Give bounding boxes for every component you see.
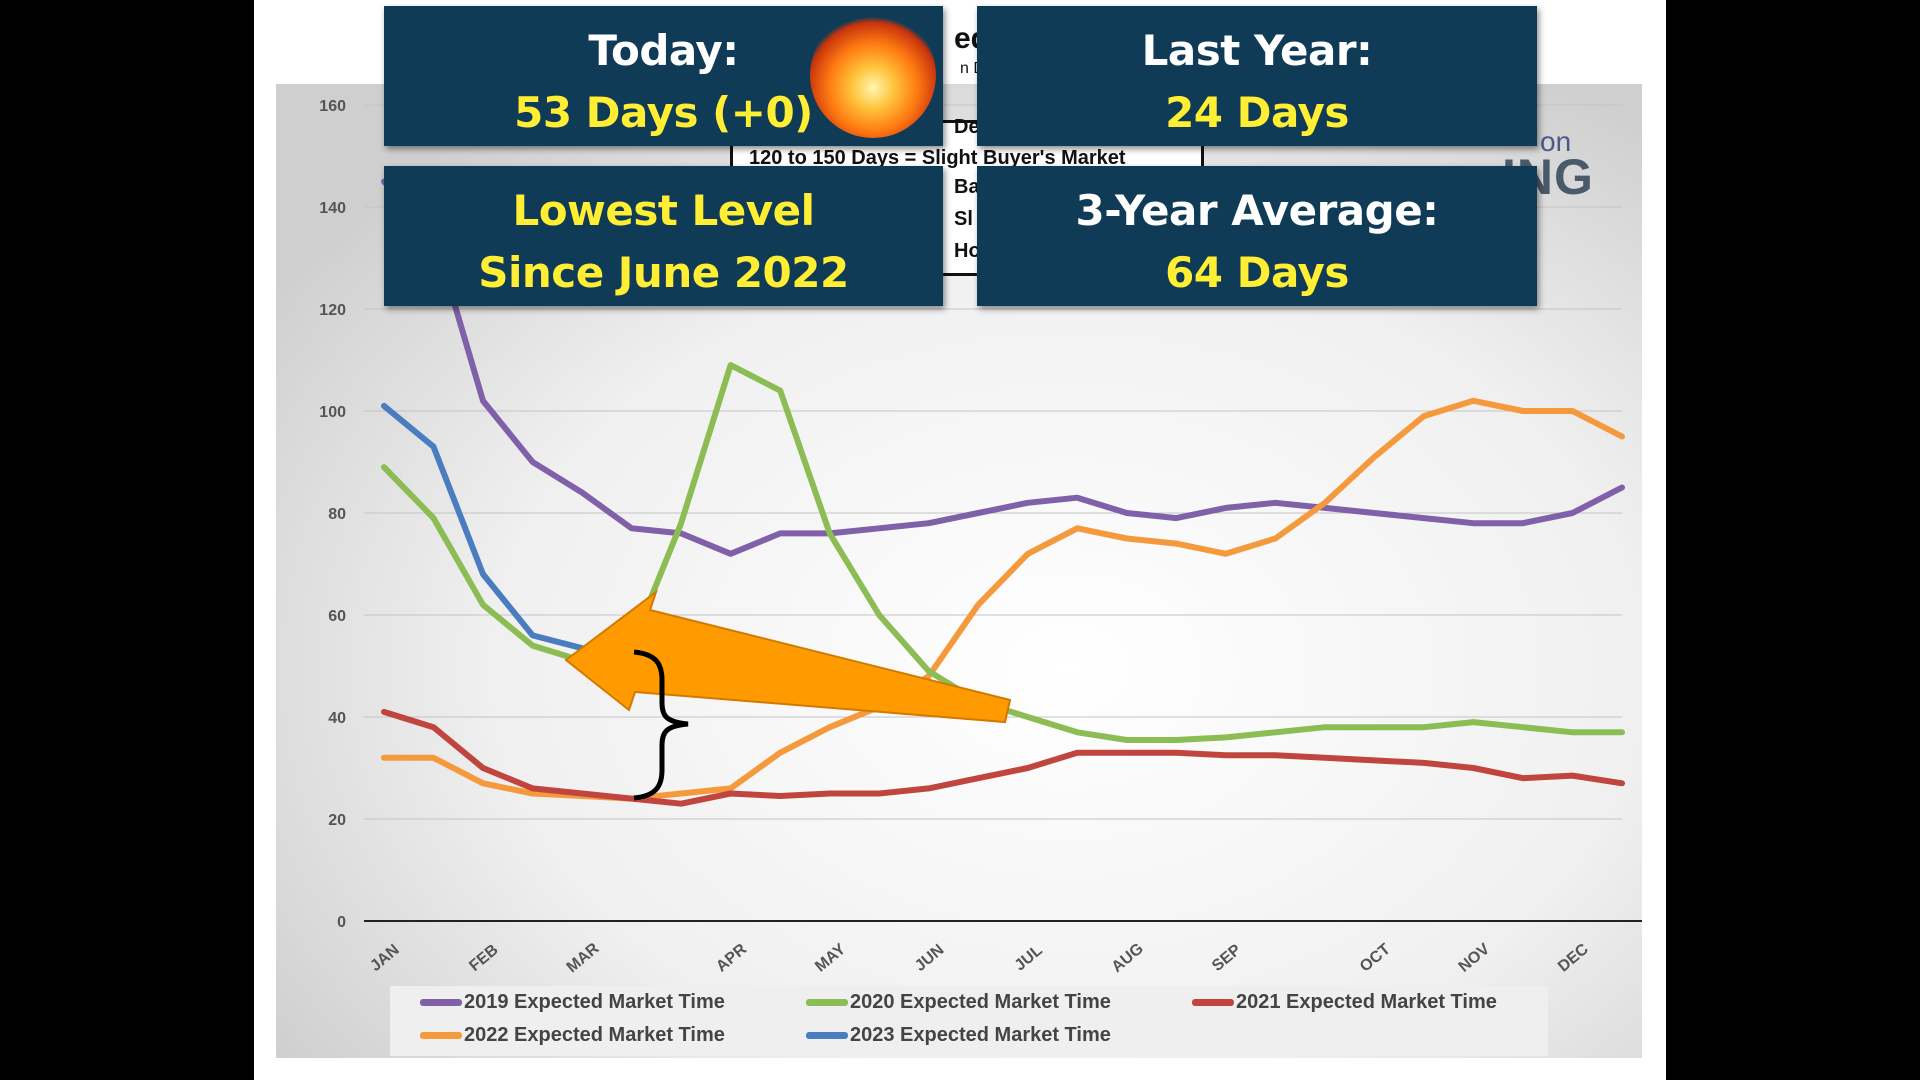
legend-background xyxy=(390,986,1548,1056)
y-tick-label: 0 xyxy=(337,914,346,931)
key-row-partial-ho: Ho xyxy=(954,240,981,262)
lowest-level-line1: Lowest Level xyxy=(512,186,815,235)
last-year-box: Last Year: 24 Days xyxy=(977,6,1537,146)
key-row-partial-de: De xyxy=(954,116,980,138)
range-brace xyxy=(633,649,689,801)
legend-swatch-2019 xyxy=(420,999,462,1007)
lowest-level-line2: Since June 2022 xyxy=(478,248,849,297)
y-tick-label: 120 xyxy=(319,302,346,319)
average-label: 3-Year Average: xyxy=(1075,186,1439,235)
key-row-partial-ba: Ba xyxy=(954,176,980,198)
y-tick-label: 140 xyxy=(319,200,346,217)
y-tick-label: 40 xyxy=(328,710,346,727)
key-row-text: 120 to 150 Days = Slight Buyer's Market xyxy=(749,147,1126,169)
lowest-level-box: Lowest Level Since June 2022 xyxy=(384,166,943,306)
today-value: 53 Days (+0) xyxy=(514,88,813,137)
average-value: 64 Days xyxy=(1165,248,1349,297)
highlight-arrow xyxy=(564,589,1012,724)
legend-swatch-2022 xyxy=(420,1032,462,1040)
y-tick-label: 100 xyxy=(319,404,346,421)
legend-label-2019: 2019 Expected Market Time xyxy=(464,991,725,1013)
today-label: Today: xyxy=(588,26,739,75)
legend-label-2021: 2021 Expected Market Time xyxy=(1236,991,1497,1013)
last-year-label: Last Year: xyxy=(1141,26,1373,75)
logo-on-text: on xyxy=(1540,126,1572,157)
legend-item-2023: 2023 Expected Market Time xyxy=(806,1024,1111,1047)
y-tick-label: 160 xyxy=(319,98,346,115)
legend-label-2020: 2020 Expected Market Time xyxy=(850,991,1111,1013)
average-box: 3-Year Average: 64 Days xyxy=(977,166,1537,306)
y-tick-label: 80 xyxy=(328,506,346,523)
legend-label-2022: 2022 Expected Market Time xyxy=(464,1024,725,1046)
legend-item-2020: 2020 Expected Market Time xyxy=(806,991,1111,1014)
y-tick-label: 60 xyxy=(328,608,346,625)
y-tick-label: 20 xyxy=(328,812,346,829)
legend-swatch-2021 xyxy=(1192,999,1234,1007)
series-line-2019 xyxy=(381,178,1625,557)
slide: 0 20 40 60 80 100 120 140 160 JAN FEB MAR APR MAY JUN J… xyxy=(254,0,1666,1080)
legend-swatch-2023 xyxy=(806,1032,848,1040)
series-line-2021 xyxy=(381,708,1625,807)
key-row-partial-sl: Sl xyxy=(954,208,973,230)
last-year-value: 24 Days xyxy=(1165,88,1349,137)
legend-swatch-2020 xyxy=(806,999,848,1007)
legend-label-2023: 2023 Expected Market Time xyxy=(850,1024,1111,1046)
fire-icon xyxy=(810,12,936,138)
legend-item-2019: 2019 Expected Market Time xyxy=(420,991,725,1014)
legend-item-2021: 2021 Expected Market Time xyxy=(1192,991,1497,1014)
legend-item-2022: 2022 Expected Market Time xyxy=(420,1024,725,1047)
